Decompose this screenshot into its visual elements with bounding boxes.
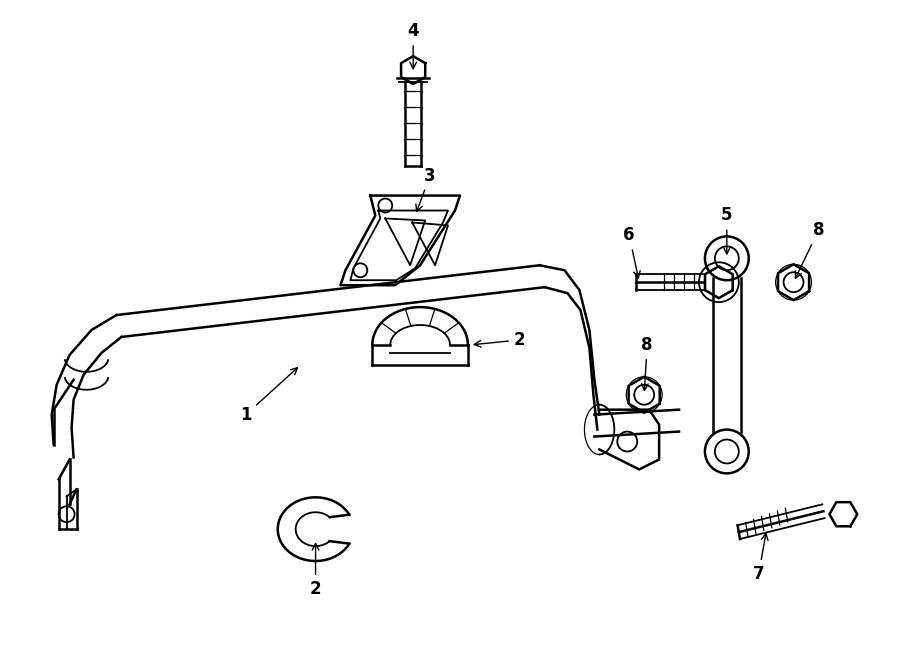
Text: 7: 7	[753, 533, 768, 583]
Text: 6: 6	[624, 227, 640, 278]
Text: 2: 2	[474, 331, 526, 349]
Text: 2: 2	[310, 543, 321, 598]
Text: 1: 1	[240, 368, 297, 424]
Text: 4: 4	[408, 22, 419, 69]
Text: 8: 8	[642, 336, 652, 391]
Text: 3: 3	[416, 167, 436, 212]
Text: 5: 5	[721, 206, 733, 254]
Text: 8: 8	[796, 221, 824, 278]
